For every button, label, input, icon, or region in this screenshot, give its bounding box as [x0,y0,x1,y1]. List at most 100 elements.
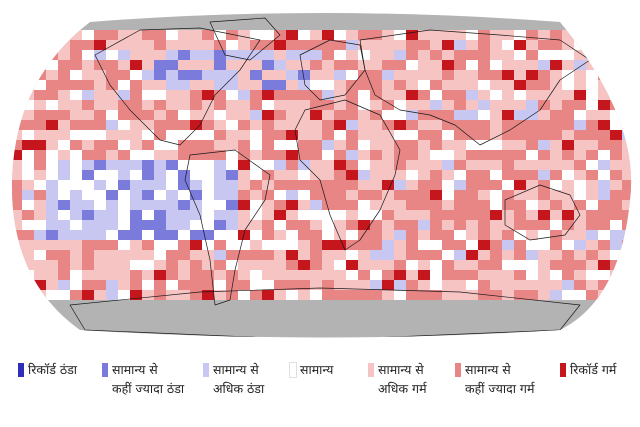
anomaly-cell [298,170,310,180]
anomaly-cell [322,140,334,150]
anomaly-cell [334,240,346,250]
anomaly-cell [178,230,190,240]
anomaly-cell [142,210,154,220]
anomaly-cell [490,170,502,180]
anomaly-cell [226,170,238,180]
anomaly-cell [22,170,34,180]
africa-outline [294,99,401,251]
anomaly-cell [82,170,94,180]
anomaly-cell [634,170,640,180]
anomaly-cell [466,110,478,120]
anomaly-cell [70,210,82,220]
anomaly-cell [610,90,622,100]
anomaly-cell [598,280,610,290]
anomaly-cell [178,270,190,280]
anomaly-cell [598,110,610,120]
anomaly-cell [442,170,454,180]
anomaly-cell [334,120,346,130]
anomaly-cell [142,270,154,280]
anomaly-cell [262,130,274,140]
anomaly-cell [190,70,202,80]
anomaly-cell [598,190,610,200]
anomaly-cell [406,30,418,40]
anomaly-cell [250,90,262,100]
anomaly-cell [34,180,46,190]
anomaly-cell [178,90,190,100]
anomaly-cell [262,170,274,180]
anomaly-cell [238,70,250,80]
anomaly-cell [634,50,640,60]
anomaly-cell [250,30,262,40]
anomaly-cell [58,230,70,240]
legend-label: सामान्य से कहीं ज्यादा गर्म [465,362,535,396]
anomaly-cell [334,160,346,170]
anomaly-cell [46,120,58,130]
anomaly-cell [34,200,46,210]
anomaly-cell [490,200,502,210]
anomaly-cell [598,250,610,260]
anomaly-cell [550,190,562,200]
anomaly-cell [118,140,130,150]
anomaly-cell [298,30,310,40]
anomaly-cell [46,90,58,100]
anomaly-cell [358,190,370,200]
anomaly-cell [370,270,382,280]
anomaly-cell [418,210,430,220]
anomaly-cell [514,240,526,250]
anomaly-cell [22,180,34,190]
anomaly-cell [514,220,526,230]
anomaly-cell [310,240,322,250]
anomaly-cell [310,250,322,260]
anomaly-cell [250,280,262,290]
anomaly-cell [250,180,262,190]
anomaly-cell [466,290,478,300]
anomaly-cell [562,250,574,260]
anomaly-cell [118,180,130,190]
anomaly-cell [622,260,632,270]
anomaly-cell [214,260,226,270]
anomaly-cell [238,50,250,60]
anomaly-cell [502,60,514,70]
anomaly-cell [322,250,334,260]
anomaly-cell [478,260,490,270]
anomaly-cell [46,190,58,200]
anomaly-cell [478,200,490,210]
anomaly-cell [34,130,46,140]
anomaly-cell [46,60,58,70]
anomaly-cell [154,180,166,190]
anomaly-cell [46,140,58,150]
anomaly-cell [130,160,142,170]
anomaly-cell [550,260,562,270]
anomaly-cell [610,200,622,210]
anomaly-cell [118,130,130,140]
anomaly-cell [154,190,166,200]
anomaly-cell [610,240,622,250]
anomaly-cell [370,220,382,230]
anomaly-cell [250,290,262,300]
anomaly-cell [406,120,418,130]
anomaly-cell [538,140,550,150]
anomaly-cell [502,100,514,110]
anomaly-cell [490,100,502,110]
anomaly-cell [346,190,358,200]
anomaly-cell [382,70,394,80]
anomaly-cell [142,230,154,240]
anomaly-cell [11,120,22,130]
anomaly-cell [190,270,202,280]
anomaly-cell [130,260,142,270]
anomaly-cell [502,40,514,50]
anomaly-cell [154,50,166,60]
anomaly-cell [418,40,430,50]
anomaly-cell [58,170,70,180]
anomaly-cell [634,130,640,140]
anomaly-cell [34,140,46,150]
anomaly-cell [442,180,454,190]
anomaly-cell [442,280,454,290]
anomaly-cell [11,80,22,90]
anomaly-cell [418,180,430,190]
anomaly-cell [478,40,490,50]
anomaly-cell [490,180,502,190]
anomaly-cell [358,150,370,160]
anomaly-cell [154,240,166,250]
anomaly-cell [538,270,550,280]
